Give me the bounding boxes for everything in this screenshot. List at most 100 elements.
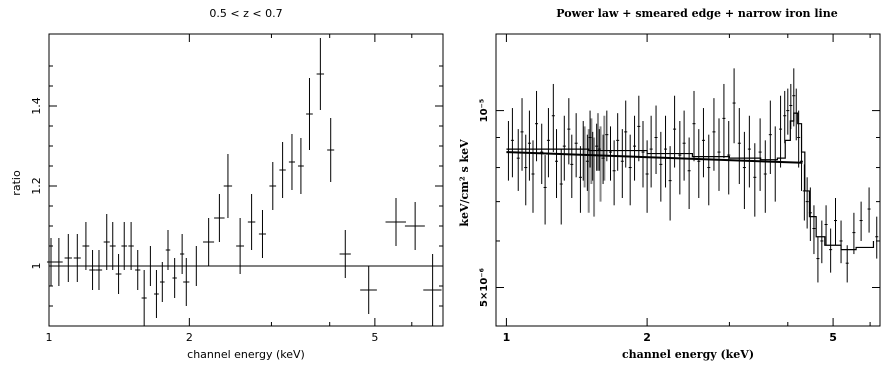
data-point xyxy=(797,110,801,168)
data-point xyxy=(527,110,531,181)
left-x-axis-label: channel energy (keV) xyxy=(187,348,305,361)
data-point xyxy=(183,258,190,306)
data-point xyxy=(531,140,535,213)
data-point xyxy=(339,230,351,278)
data-point xyxy=(673,95,677,168)
right-plot-frame xyxy=(495,33,881,327)
data-point xyxy=(633,115,637,181)
y-tick-label: 5×10⁻⁶ xyxy=(479,268,490,307)
right-total-model-line xyxy=(506,112,875,251)
left-plot-frame xyxy=(48,33,444,327)
data-point xyxy=(360,266,377,314)
data-point xyxy=(732,68,736,144)
data-point xyxy=(628,134,632,206)
x-tick-label: 1 xyxy=(503,331,511,344)
data-point xyxy=(585,134,589,191)
right-y-axis: 10⁻⁵ 5×10⁻⁶ xyxy=(479,99,880,307)
data-point xyxy=(109,222,116,270)
y-tick-label: 1.4 xyxy=(30,97,43,115)
data-point xyxy=(191,246,202,286)
data-point xyxy=(727,121,731,195)
right-data-points xyxy=(506,68,879,283)
data-point xyxy=(867,187,871,233)
data-point xyxy=(609,126,613,181)
data-point xyxy=(316,38,325,110)
data-point xyxy=(768,100,772,175)
data-point xyxy=(682,110,686,181)
data-point xyxy=(697,129,701,199)
data-point xyxy=(722,83,726,159)
data-point xyxy=(180,234,185,274)
left-y-axis-label: ratio xyxy=(10,170,23,196)
data-point xyxy=(546,108,550,178)
y-tick-label: 10⁻⁵ xyxy=(479,99,490,123)
data-point xyxy=(279,142,286,198)
data-point xyxy=(297,138,304,194)
data-point xyxy=(559,149,563,225)
data-point xyxy=(551,83,555,153)
data-point xyxy=(786,88,790,135)
data-point xyxy=(543,155,547,225)
data-point xyxy=(605,110,609,162)
data-point xyxy=(54,238,63,286)
data-point xyxy=(852,212,856,255)
data-point xyxy=(121,222,128,270)
data-point xyxy=(46,238,55,286)
data-point xyxy=(753,143,757,217)
data-point xyxy=(385,198,406,246)
data-point xyxy=(203,218,215,266)
data-point xyxy=(147,246,153,286)
data-point xyxy=(805,177,809,229)
data-point xyxy=(115,254,122,294)
data-point xyxy=(820,220,824,264)
data-point xyxy=(82,222,90,270)
data-point xyxy=(845,245,849,283)
data-point xyxy=(555,129,559,199)
right-x-axis-label: channel energy (keV) xyxy=(622,348,754,361)
data-point xyxy=(649,115,653,188)
right-chart-title: Power law + smeared edge + narrow iron l… xyxy=(556,7,837,20)
data-point xyxy=(783,90,787,144)
powerlaw-line xyxy=(506,151,803,164)
data-point xyxy=(89,250,96,290)
data-point xyxy=(524,134,528,206)
data-point xyxy=(159,262,165,302)
data-point xyxy=(247,194,256,250)
data-point xyxy=(128,222,134,270)
model-step-line xyxy=(506,112,875,251)
left-chart-title: 0.5 < z < 0.7 xyxy=(209,7,282,20)
x-tick-label: 1 xyxy=(46,331,53,344)
data-point xyxy=(535,90,539,162)
data-point xyxy=(707,134,711,206)
data-point xyxy=(597,129,601,171)
data-point xyxy=(520,98,524,171)
data-point xyxy=(236,218,245,274)
data-point xyxy=(641,121,645,188)
data-point xyxy=(601,134,605,185)
data-point xyxy=(269,162,277,210)
data-point xyxy=(103,214,110,270)
data-point xyxy=(816,236,820,283)
data-point xyxy=(258,210,266,258)
data-point xyxy=(829,228,833,273)
data-point xyxy=(574,113,578,178)
data-point xyxy=(172,258,177,298)
data-point xyxy=(154,270,159,318)
data-point xyxy=(687,137,691,210)
data-point xyxy=(141,270,147,326)
data-point xyxy=(812,205,816,255)
right-chart: Power law + smeared edge + narrow iron l… xyxy=(458,7,881,361)
data-point xyxy=(595,123,599,171)
data-point xyxy=(654,105,658,175)
data-point xyxy=(659,131,663,202)
data-point xyxy=(570,134,574,199)
left-data-points xyxy=(46,38,442,326)
data-point xyxy=(637,95,641,162)
data-point xyxy=(624,100,628,168)
data-point xyxy=(616,113,620,171)
data-point xyxy=(588,110,592,168)
data-point xyxy=(214,194,225,242)
y-tick-label: 1.2 xyxy=(30,177,43,195)
data-point xyxy=(859,201,863,241)
left-chart: 0.5 < z < 0.7 1 2 5 1 1.2 1.4 channel energy… xyxy=(10,7,444,361)
